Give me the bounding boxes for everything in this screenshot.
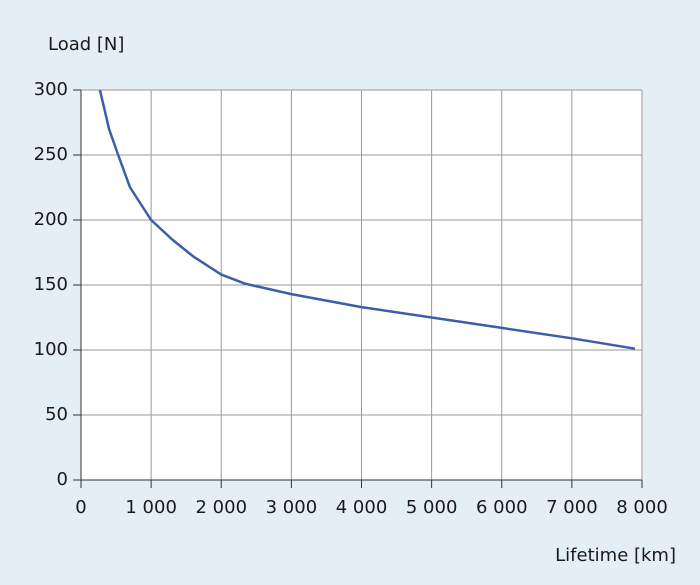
x-tick-label: 0 [75, 497, 86, 518]
x-tick-label: 4 000 [336, 497, 388, 518]
y-tick-label: 200 [34, 209, 68, 230]
line [98, 89, 636, 350]
y-tick-label: 100 [34, 339, 68, 360]
y-axis-label: Load [N] [48, 34, 124, 55]
x-tick-label: 5 000 [406, 497, 458, 518]
x-axis-label: Lifetime [km] [555, 545, 676, 566]
x-tick-label: 7 000 [546, 497, 598, 518]
x-tick-label: 2 000 [195, 497, 247, 518]
x-tick-label: 6 000 [476, 497, 528, 518]
x-tick-label: 3 000 [266, 497, 318, 518]
y-tick-label: 150 [34, 274, 68, 295]
x-tick-label: 1 000 [125, 497, 177, 518]
x-tick-label: 8 000 [616, 497, 668, 518]
y-tick-label: 50 [45, 404, 68, 425]
y-tick-label: 0 [57, 469, 68, 490]
y-tick-label: 250 [34, 144, 68, 165]
y-tick-label: 300 [34, 79, 68, 100]
